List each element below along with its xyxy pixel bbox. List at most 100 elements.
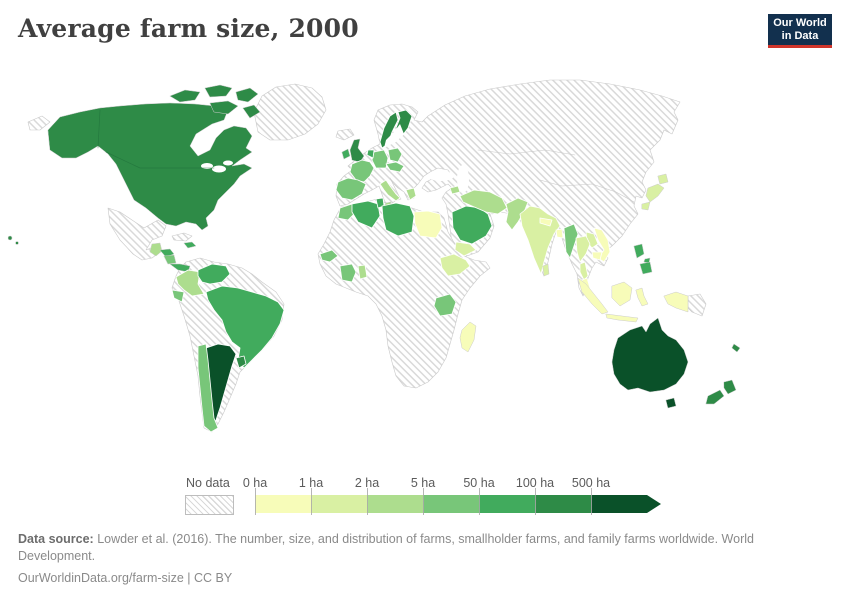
country-tanzania[interactable] [433, 293, 457, 317]
country-usa-hawaii-2[interactable] [15, 241, 19, 245]
country-ghana[interactable] [357, 264, 368, 280]
country-dominican-republic[interactable] [183, 241, 197, 249]
country-colombia[interactable] [175, 269, 205, 297]
country-central-europe[interactable] [385, 161, 405, 173]
country-france[interactable] [349, 159, 375, 183]
country-united-kingdom[interactable] [349, 138, 365, 163]
legend-bin-6[interactable] [591, 495, 647, 513]
country-nicaragua[interactable] [163, 254, 177, 265]
water-baltic-sea [384, 124, 404, 148]
legend-bin-0[interactable] [255, 495, 311, 513]
country-ecuador[interactable] [171, 289, 185, 303]
country-ireland[interactable] [341, 148, 351, 160]
country-papua-new-guinea[interactable] [687, 293, 707, 317]
country-guatemala[interactable] [149, 242, 163, 257]
country-border-asia-1 [539, 179, 635, 203]
country-canada-arctic-4[interactable] [209, 100, 239, 115]
legend-bin-label: 1 ha [298, 476, 324, 490]
legend-bin-2[interactable] [367, 495, 423, 513]
legend-no-data-swatch[interactable] [185, 495, 234, 515]
legend-bin-3[interactable] [423, 495, 479, 513]
legend-bin-label: 5 ha [410, 476, 436, 490]
owid-logo[interactable]: Our World in Data [768, 14, 832, 48]
country-japan-honshu[interactable] [645, 183, 665, 203]
country-canada-arctic-2[interactable] [204, 84, 233, 98]
country-benelux[interactable] [366, 149, 375, 159]
footer: Data source: Lowder et al. (2016). The n… [18, 531, 830, 587]
country-syria[interactable] [449, 185, 461, 195]
country-canada-arctic-3[interactable] [235, 87, 259, 103]
country-usa-hawaii-1[interactable] [7, 235, 13, 241]
country-new-caledonia[interactable] [731, 343, 741, 353]
legend-no-data-label: No data [186, 476, 230, 490]
country-libya[interactable] [381, 202, 415, 237]
owid-logo-accent-bar [768, 45, 832, 48]
country-nepal[interactable] [539, 217, 553, 227]
country-philippines-mindanao[interactable] [639, 261, 653, 275]
country-vietnam[interactable] [593, 227, 611, 263]
country-poland[interactable] [387, 147, 403, 163]
country-greece[interactable] [405, 187, 417, 201]
country-germany[interactable] [371, 149, 389, 169]
country-chile[interactable] [197, 343, 219, 433]
country-philippines-luzon[interactable] [633, 243, 645, 259]
country-cuba[interactable] [171, 232, 193, 242]
country-algeria[interactable] [351, 200, 381, 229]
country-spain-portugal[interactable] [335, 177, 367, 201]
country-italy[interactable] [379, 179, 401, 202]
country-thailand[interactable] [575, 235, 591, 263]
country-venezuela[interactable] [197, 263, 231, 285]
world-choropleth-map [7, 79, 741, 433]
country-new-zealand-north[interactable] [723, 379, 737, 395]
legend-tick [479, 488, 480, 515]
legend-bin-1[interactable] [311, 495, 367, 513]
country-canada-arctic-1[interactable] [169, 89, 201, 103]
country-australia-tasmania[interactable] [665, 397, 677, 409]
country-ethiopia[interactable] [439, 253, 471, 277]
country-cambodia[interactable] [591, 251, 603, 261]
country-canada-arctic-5[interactable] [242, 104, 261, 119]
country-cote-divoire[interactable] [339, 263, 357, 283]
country-panama[interactable] [169, 263, 191, 273]
country-honduras[interactable] [159, 248, 175, 258]
legend-bin-label: 500 ha [571, 476, 611, 490]
country-indonesia-borneo[interactable] [611, 281, 633, 307]
country-indonesia-sumatra[interactable] [577, 277, 609, 315]
legend-bin-5[interactable] [535, 495, 591, 513]
country-new-zealand-south[interactable] [705, 389, 725, 405]
legend-tick [535, 488, 536, 515]
country-sri-lanka[interactable] [542, 263, 550, 277]
country-senegal[interactable] [319, 249, 339, 263]
country-greenland[interactable] [253, 83, 327, 141]
water-caspian-sea [457, 165, 469, 193]
footer-source-text: Lowder et al. (2016). The number, size, … [18, 532, 754, 563]
country-sweden[interactable] [379, 111, 399, 149]
country-japan-hokkaido[interactable] [657, 173, 669, 185]
footer-source-line: Data source: Lowder et al. (2016). The n… [18, 531, 830, 565]
country-indonesia-papua[interactable] [663, 291, 689, 313]
country-iran[interactable] [459, 189, 508, 215]
country-saudi-arabia[interactable] [451, 205, 493, 245]
country-uruguay[interactable] [235, 355, 247, 369]
legend-tick [367, 488, 368, 515]
country-bangladesh[interactable] [555, 228, 564, 239]
country-brazil[interactable] [205, 285, 285, 369]
country-indonesia-sulawesi[interactable] [635, 287, 649, 307]
country-australia[interactable] [611, 317, 689, 393]
country-egypt[interactable] [413, 210, 443, 239]
legend-tick [311, 488, 312, 515]
country-iceland[interactable] [335, 128, 355, 141]
country-yemen[interactable] [454, 241, 477, 257]
country-mexico[interactable] [107, 207, 167, 261]
country-japan-kyushu[interactable] [641, 201, 651, 211]
footer-license-line[interactable]: OurWorldinData.org/farm-size | CC BY [18, 571, 233, 585]
country-morocco[interactable] [337, 203, 357, 221]
country-russia-wrap[interactable] [27, 115, 51, 131]
country-border-alaska [97, 109, 101, 149]
country-pakistan[interactable] [505, 197, 529, 231]
country-indonesia-java[interactable] [605, 313, 639, 323]
legend-bin-4[interactable] [479, 495, 535, 513]
country-myanmar[interactable] [563, 223, 579, 259]
country-madagascar[interactable] [459, 321, 477, 353]
